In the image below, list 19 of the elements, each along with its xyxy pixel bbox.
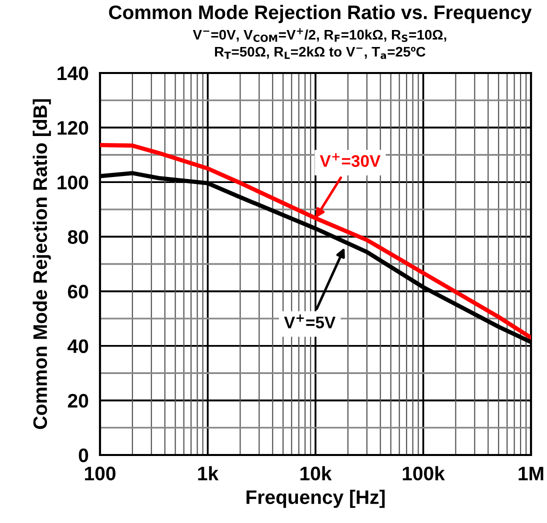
y-tick-label: 120 xyxy=(58,121,88,135)
y-tick-label: 0 xyxy=(78,448,88,462)
annotation: V$^{+}$=30V xyxy=(320,153,381,167)
x-tick-label: 10k xyxy=(300,466,332,480)
annotation: V$^{+}$=5V xyxy=(284,314,336,328)
y-tick-label: 40 xyxy=(68,339,88,354)
x-tick-label: 1M xyxy=(518,466,544,480)
x-tick-label: 100k xyxy=(402,466,445,480)
y-tick-label: 100 xyxy=(58,176,88,190)
text: V$^{−}$=0V, V$_{COM}$=V$^{+}$/2, R$_{F}$=10kΩ, R$_{S}$=10Ω, R$_{T}$=50Ω, R$_{L}$=2kΩ to V$^{−}$, T$_{a}$=25ºC xyxy=(192,28,446,59)
y-tick-label: 80 xyxy=(68,230,88,244)
chart-title: Common Mode Rejection Ratio vs. Frequency xyxy=(109,4,532,24)
y-tick-label: 60 xyxy=(68,284,88,299)
x-tick-label: 1k xyxy=(198,466,219,480)
y-tick-label: 140 xyxy=(58,66,88,80)
y-tick-label: 20 xyxy=(68,394,88,408)
y-axis-title: Common Mode Rejection Ratio [dB] xyxy=(32,99,51,430)
x-tick-label: 100 xyxy=(85,466,116,480)
x-axis-title: Frequency [Hz] xyxy=(246,490,385,508)
